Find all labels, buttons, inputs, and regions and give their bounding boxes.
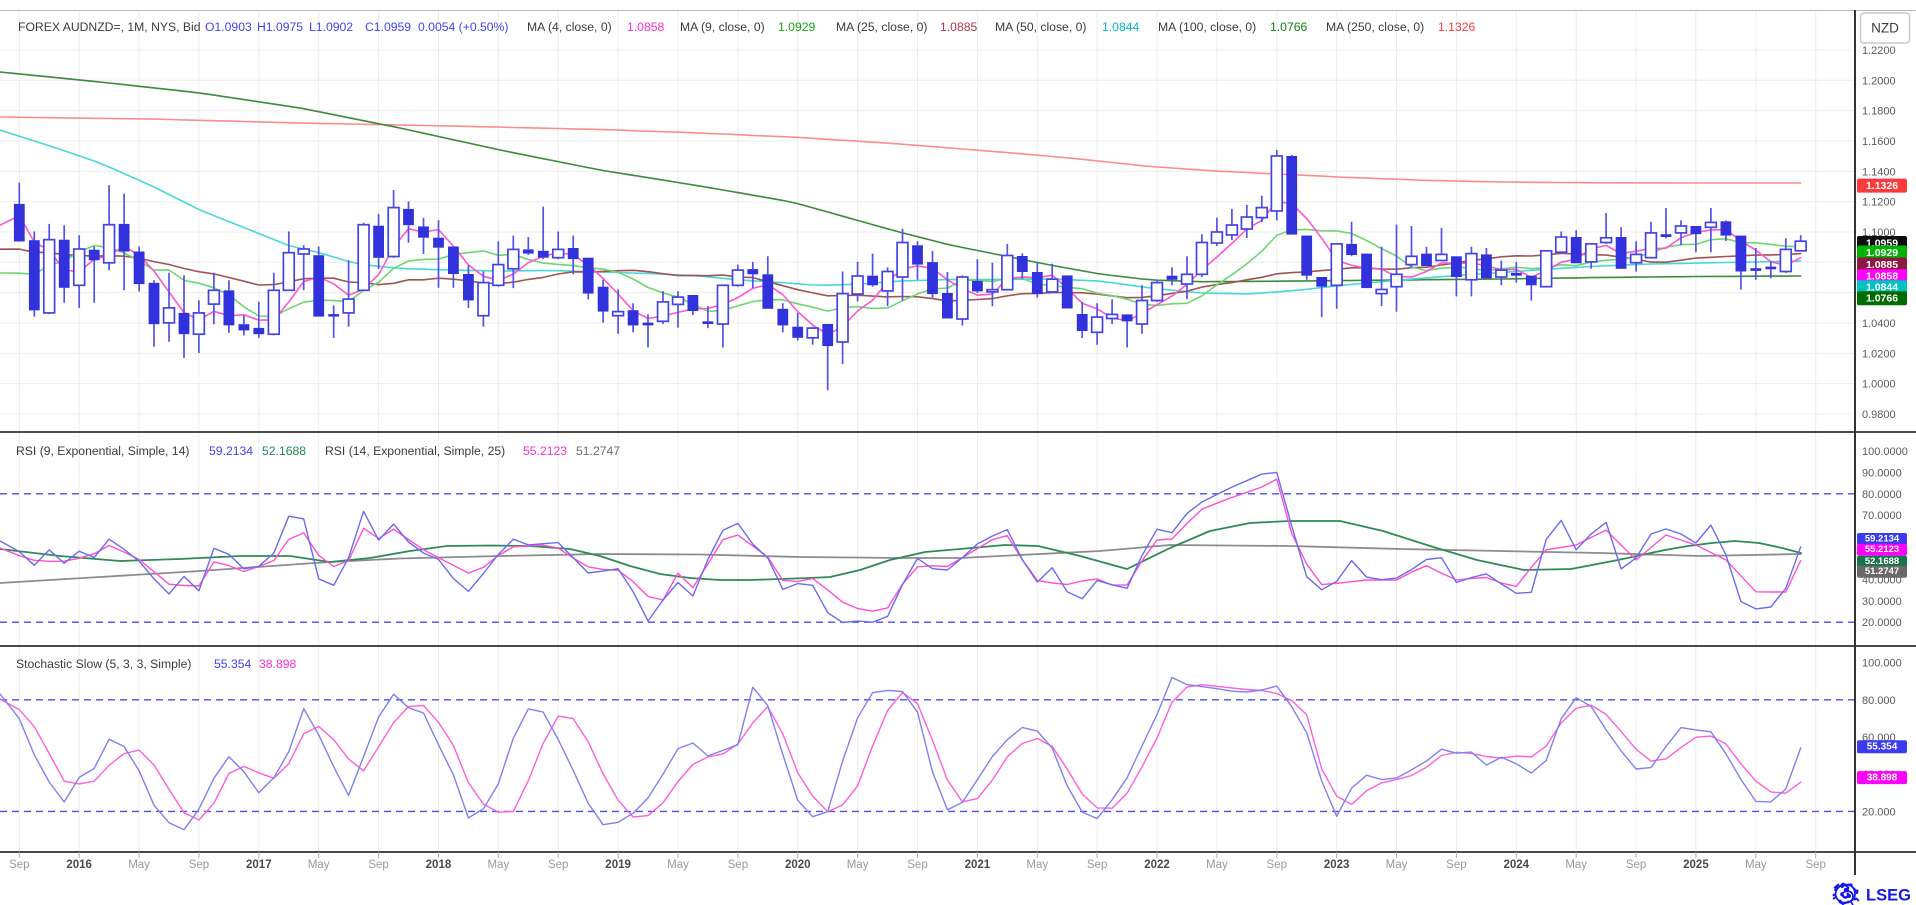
svg-text:1.0885: 1.0885 xyxy=(940,20,977,34)
svg-text:38.898: 38.898 xyxy=(259,657,296,671)
svg-text:2022: 2022 xyxy=(1144,859,1170,871)
svg-text:Sep: Sep xyxy=(1446,859,1466,871)
svg-text:1.0929: 1.0929 xyxy=(778,20,815,34)
svg-text:55.354: 55.354 xyxy=(214,657,251,671)
svg-text:1.0844: 1.0844 xyxy=(1102,20,1139,34)
svg-text:MA (50, close, 0): MA (50, close, 0) xyxy=(995,20,1086,34)
svg-text:May: May xyxy=(1026,859,1048,871)
svg-text:30.0000: 30.0000 xyxy=(1862,596,1902,608)
svg-text:MA (25, close, 0): MA (25, close, 0) xyxy=(836,20,927,34)
svg-text:Sep: Sep xyxy=(189,859,209,871)
svg-text:Sep: Sep xyxy=(9,859,29,871)
svg-text:51.2747: 51.2747 xyxy=(1865,566,1899,577)
svg-text:LSEG: LSEG xyxy=(1866,887,1911,905)
svg-text:Sep: Sep xyxy=(728,859,748,871)
svg-text:NZD: NZD xyxy=(1871,21,1899,36)
svg-text:0.9800: 0.9800 xyxy=(1862,409,1896,421)
svg-text:80.0000: 80.0000 xyxy=(1862,489,1902,501)
svg-text:MA (9, close, 0): MA (9, close, 0) xyxy=(680,20,765,34)
svg-text:May: May xyxy=(308,859,330,871)
svg-text:80.000: 80.000 xyxy=(1862,695,1896,707)
svg-text:1.0766: 1.0766 xyxy=(1866,293,1898,305)
svg-text:1.1000: 1.1000 xyxy=(1862,227,1896,239)
svg-text:Sep: Sep xyxy=(1267,859,1287,871)
svg-text:1.0858: 1.0858 xyxy=(1866,271,1898,283)
svg-text:May: May xyxy=(847,859,869,871)
svg-text:20.000: 20.000 xyxy=(1862,806,1896,818)
svg-text:C1.0959: C1.0959 xyxy=(365,20,411,34)
svg-text:2021: 2021 xyxy=(965,859,991,871)
svg-text:Sep: Sep xyxy=(1087,859,1107,871)
svg-text:52.1688: 52.1688 xyxy=(1865,556,1899,567)
svg-text:H1.0975: H1.0975 xyxy=(257,20,303,34)
svg-text:Sep: Sep xyxy=(1805,859,1825,871)
svg-text:1.0000: 1.0000 xyxy=(1862,379,1896,391)
svg-text:1.1326: 1.1326 xyxy=(1438,20,1475,34)
svg-text:2024: 2024 xyxy=(1504,859,1530,871)
svg-text:1.0929: 1.0929 xyxy=(1866,247,1898,259)
svg-text:May: May xyxy=(1565,859,1587,871)
svg-text:L1.0902: L1.0902 xyxy=(309,20,353,34)
svg-text:55.354: 55.354 xyxy=(1867,742,1898,753)
svg-text:51.2747: 51.2747 xyxy=(576,444,620,458)
svg-text:MA (4, close, 0): MA (4, close, 0) xyxy=(527,20,612,34)
svg-text:O1.0903: O1.0903 xyxy=(205,20,252,34)
svg-text:55.2123: 55.2123 xyxy=(1865,544,1899,555)
svg-text:2025: 2025 xyxy=(1683,859,1709,871)
svg-text:1.0400: 1.0400 xyxy=(1862,318,1896,330)
svg-text:1.0844: 1.0844 xyxy=(1866,282,1898,294)
svg-text:1.1600: 1.1600 xyxy=(1862,136,1896,148)
svg-text:MA (100, close, 0): MA (100, close, 0) xyxy=(1158,20,1256,34)
svg-text:May: May xyxy=(128,859,150,871)
svg-text:38.898: 38.898 xyxy=(1867,773,1898,784)
svg-text:1.0766: 1.0766 xyxy=(1270,20,1307,34)
svg-text:52.1688: 52.1688 xyxy=(262,444,306,458)
svg-text:2018: 2018 xyxy=(426,859,452,871)
svg-text:1.1326: 1.1326 xyxy=(1866,180,1898,192)
svg-text:May: May xyxy=(1745,859,1767,871)
svg-text:100.0000: 100.0000 xyxy=(1862,446,1908,458)
svg-text:Stochastic Slow (5, 3, 3, Simp: Stochastic Slow (5, 3, 3, Simple) xyxy=(16,657,191,671)
svg-text:59.2134: 59.2134 xyxy=(209,444,253,458)
svg-text:2017: 2017 xyxy=(246,859,272,871)
svg-text:Sep: Sep xyxy=(368,859,388,871)
svg-text:May: May xyxy=(1386,859,1408,871)
svg-text:May: May xyxy=(487,859,509,871)
svg-text:Sep: Sep xyxy=(548,859,568,871)
svg-text:May: May xyxy=(667,859,689,871)
svg-text:20.0000: 20.0000 xyxy=(1862,617,1902,629)
svg-text:1.0885: 1.0885 xyxy=(1866,259,1898,271)
svg-text:1.1400: 1.1400 xyxy=(1862,166,1896,178)
svg-text:MA (250, close, 0): MA (250, close, 0) xyxy=(1326,20,1424,34)
svg-text:90.0000: 90.0000 xyxy=(1862,467,1902,479)
svg-text:2016: 2016 xyxy=(66,859,92,871)
svg-text:1.2200: 1.2200 xyxy=(1862,45,1896,57)
svg-text:1.2000: 1.2000 xyxy=(1862,75,1896,87)
svg-text:FOREX AUDNZD=, 1M, NYS, Bid: FOREX AUDNZD=, 1M, NYS, Bid xyxy=(18,20,201,34)
svg-text:1.1200: 1.1200 xyxy=(1862,197,1896,209)
svg-text:2019: 2019 xyxy=(605,859,631,871)
svg-text:Sep: Sep xyxy=(907,859,927,871)
svg-text:May: May xyxy=(1206,859,1228,871)
svg-text:1.1800: 1.1800 xyxy=(1862,106,1896,118)
svg-text:59.2134: 59.2134 xyxy=(1865,533,1900,544)
svg-text:1.0200: 1.0200 xyxy=(1862,348,1896,360)
svg-text:Sep: Sep xyxy=(1626,859,1646,871)
svg-text:RSI (9, Exponential, Simple, 1: RSI (9, Exponential, Simple, 14) xyxy=(16,444,189,458)
svg-text:55.2123: 55.2123 xyxy=(523,444,567,458)
svg-text:RSI (14, Exponential, Simple,: RSI (14, Exponential, Simple, 25) xyxy=(325,444,505,458)
svg-text:2020: 2020 xyxy=(785,859,811,871)
svg-text:1.0858: 1.0858 xyxy=(627,20,664,34)
svg-text:100.000: 100.000 xyxy=(1862,658,1902,670)
svg-text:0.0054 (+0.50%): 0.0054 (+0.50%) xyxy=(418,20,508,34)
svg-text:70.0000: 70.0000 xyxy=(1862,510,1902,522)
svg-text:2023: 2023 xyxy=(1324,859,1350,871)
